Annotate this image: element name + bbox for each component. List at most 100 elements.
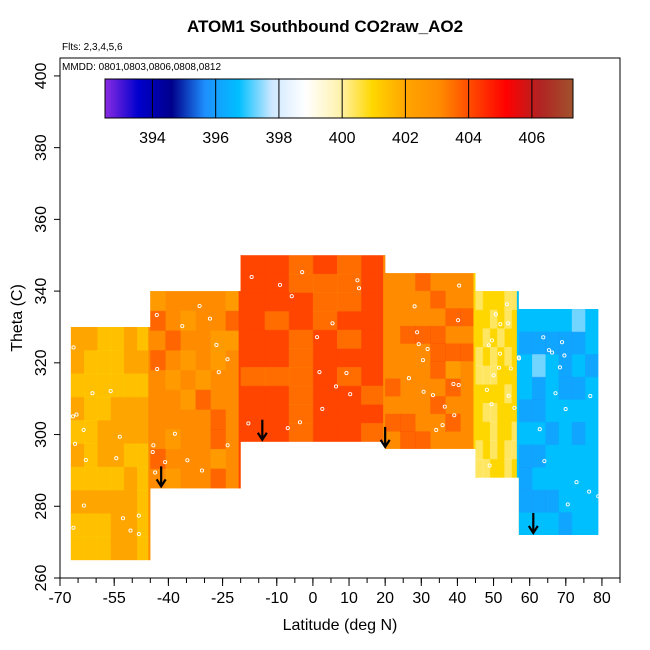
field-cell: [571, 444, 586, 468]
field-cell: [361, 255, 386, 275]
field-cell: [518, 376, 533, 400]
field-cell: [497, 421, 505, 441]
field-cell: [385, 396, 401, 415]
x-tick-label: -55: [103, 590, 126, 607]
x-tick-label: 20: [376, 590, 394, 607]
field-cell: [264, 273, 290, 294]
field-cell: [361, 367, 386, 387]
field-cell: [97, 350, 112, 375]
field-cell: [482, 384, 491, 404]
field-cell: [385, 431, 401, 450]
field-cell: [150, 389, 166, 410]
observation-point: [486, 343, 491, 348]
field-cell: [240, 348, 266, 368]
field-cell: [288, 311, 314, 331]
field-cell: [225, 310, 242, 332]
field-cell: [225, 389, 242, 410]
field-cell: [400, 308, 416, 327]
field-cell: [70, 490, 85, 514]
observation-point: [197, 303, 202, 309]
colorbar-tick-label: 404: [455, 130, 482, 147]
field-cell: [445, 413, 461, 432]
field-cell: [137, 396, 151, 421]
co2-field: [70, 255, 599, 561]
x-tick-label: 10: [340, 590, 358, 607]
observation-point: [348, 392, 353, 397]
field-cell: [210, 370, 227, 391]
field-cell: [445, 290, 461, 309]
field-cell: [240, 329, 266, 349]
field-cell: [84, 466, 98, 491]
field-cell: [336, 348, 362, 368]
field-cell: [460, 431, 476, 450]
x-tick-label: -40: [157, 590, 180, 607]
field-cell: [312, 329, 338, 349]
observation-point: [491, 373, 496, 378]
field-cell: [150, 468, 166, 489]
field-cell: [180, 409, 196, 430]
field-cell: [97, 466, 112, 491]
field-cell: [497, 458, 505, 479]
field-cell: [336, 273, 362, 294]
field-cell: [475, 365, 484, 385]
field-cell: [460, 413, 476, 432]
field-cell: [180, 291, 196, 312]
observation-point: [574, 480, 579, 485]
observation-point: [73, 441, 78, 446]
observation-point: [199, 468, 204, 473]
observation-point: [136, 531, 141, 537]
field-cell: [518, 422, 533, 446]
field-cell: [165, 350, 181, 371]
field-cell: [150, 448, 166, 470]
field-cell: [110, 350, 125, 375]
field-cell: [180, 330, 196, 351]
field-cell: [70, 420, 85, 445]
field-cell: [460, 343, 476, 362]
field-cell: [585, 512, 599, 536]
field-cell: [165, 448, 181, 470]
field-cell: [264, 404, 290, 424]
field-cell: [571, 467, 586, 491]
field-cell: [97, 536, 112, 561]
field-cell: [571, 331, 586, 355]
field-cell: [288, 273, 314, 294]
field-cell: [385, 378, 401, 397]
field-cell: [264, 255, 290, 275]
field-cell: [558, 354, 573, 378]
field-cell: [210, 330, 227, 351]
observation-point: [457, 283, 462, 288]
field-cell: [475, 458, 484, 479]
observation-point: [355, 278, 360, 283]
y-tick-label: 360: [33, 206, 50, 233]
field-cell: [288, 329, 314, 349]
field-cell: [475, 384, 484, 404]
field-cell: [489, 328, 498, 348]
colorbar-scale: [104, 78, 574, 119]
field-cell: [585, 444, 599, 468]
field-cell: [97, 490, 112, 514]
field-cell: [400, 273, 416, 292]
x-axis: -70 -55 -40 -25 -10 0 10 20 30 40 50 60 70 80: [48, 578, 621, 607]
flights-note: Flts: 2,3,4,5,6: [62, 42, 123, 53]
field-cell: [210, 350, 227, 371]
field-cell: [210, 291, 227, 312]
field-cell: [312, 273, 338, 294]
field-cell: [482, 309, 491, 329]
y-tick-label: 380: [33, 134, 50, 161]
colorbar-tick-label: 402: [392, 130, 419, 147]
field-cell: [460, 273, 476, 292]
field-cell: [430, 325, 446, 344]
field-cell: [312, 255, 338, 275]
field-cell: [571, 309, 586, 333]
field-cell: [511, 291, 520, 311]
field-cell: [415, 361, 431, 380]
field-cell: [415, 413, 431, 432]
field-cell: [558, 331, 573, 355]
field-cell: [497, 365, 505, 385]
field-cell: [532, 309, 546, 333]
observation-point: [557, 365, 562, 370]
field-cell: [558, 422, 573, 446]
field-cell: [571, 354, 586, 378]
field-cell: [84, 326, 98, 351]
field-cell: [460, 361, 476, 380]
